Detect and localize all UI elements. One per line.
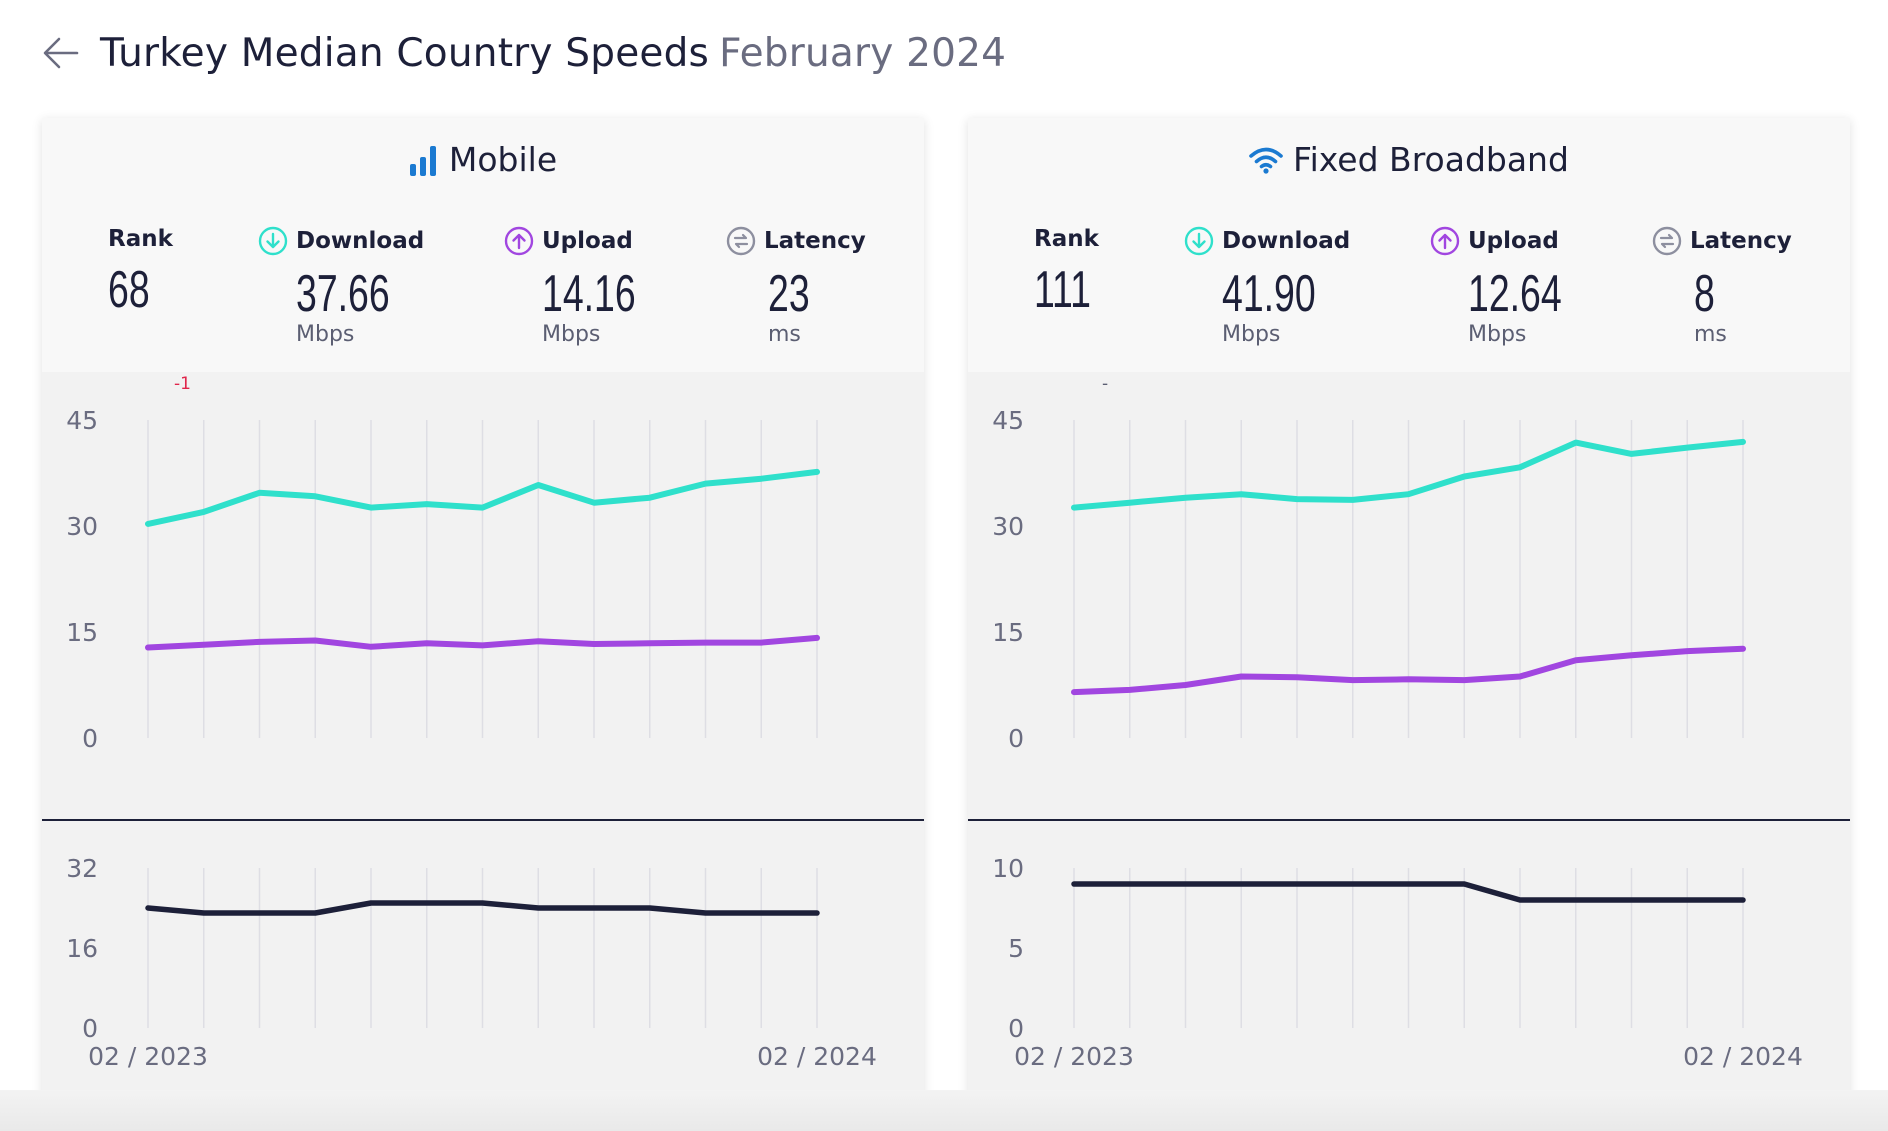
rank-change: -1: [174, 374, 191, 394]
latency-y-tick-label: 0: [82, 1014, 98, 1043]
wifi-icon: [1249, 147, 1283, 174]
latency-y-tick-label: 5: [1008, 934, 1024, 963]
mobile-panel-header: Mobile Rank 68 -1 Download 37.66 Mbps: [42, 118, 924, 394]
upload-line: [145, 634, 820, 651]
latency-unit: ms: [768, 322, 801, 347]
upload-arrow-icon: [504, 226, 534, 256]
download-line: [1071, 438, 1746, 511]
mobile-stats: Rank 68 -1 Download 37.66 Mbps: [42, 226, 924, 394]
latency-label: Latency: [1690, 228, 1792, 254]
mobile-download-stat: Download 37.66 Mbps: [258, 226, 426, 347]
fixed-panel-header: Fixed Broadband Rank 111 - Download 41.9…: [968, 118, 1850, 394]
download-label: Download: [1222, 228, 1351, 254]
mobile-latency-stat: Latency 23 ms: [726, 226, 866, 347]
y-tick-label: 0: [1008, 724, 1024, 753]
latency-icon: [1652, 226, 1682, 256]
back-arrow-icon[interactable]: [40, 32, 82, 74]
fixed-panel-title-text: Fixed Broadband: [1293, 140, 1569, 179]
fixed-broadband-chart: 0 15 30 45 0 5 10 02 / 2023 02 / 2024: [992, 406, 1803, 1071]
upload-header: Upload: [504, 226, 672, 256]
upload-line: [1071, 645, 1746, 696]
upload-unit: Mbps: [542, 322, 601, 347]
page-header: Turkey Median Country Speeds February 202…: [40, 28, 1006, 78]
page-title-date: February 2024: [719, 30, 1007, 76]
latency-y-tick-label: 10: [992, 854, 1024, 883]
download-line: [145, 468, 820, 527]
download-value: 37.66: [296, 265, 390, 323]
fixed-upload-stat: Upload 12.64 Mbps: [1430, 226, 1598, 347]
y-tick-label: 30: [66, 512, 98, 541]
upload-label: Upload: [542, 228, 633, 254]
x-end-label: 02 / 2024: [757, 1042, 877, 1071]
y-tick-label: 30: [992, 512, 1024, 541]
mobile-rank-stat: Rank 68: [108, 226, 173, 316]
latency-label: Latency: [764, 228, 866, 254]
download-header: Download: [1184, 226, 1352, 256]
page-title: Turkey Median Country Speeds February 202…: [100, 31, 1006, 76]
latency-line: [145, 900, 820, 916]
latency-y-tick-label: 0: [1008, 1014, 1024, 1043]
upload-label: Upload: [1468, 228, 1559, 254]
download-arrow-icon: [258, 226, 288, 256]
latency-y-tick-label: 32: [66, 854, 98, 883]
latency-y-tick-label: 16: [66, 934, 98, 963]
download-unit: Mbps: [1222, 322, 1281, 347]
page-title-country: Turkey Median Country Speeds: [100, 30, 710, 76]
y-tick-label: 0: [82, 724, 98, 753]
fixed-broadband-panel: Fixed Broadband Rank 111 - Download 41.9…: [968, 118, 1850, 1108]
download-unit: Mbps: [296, 322, 355, 347]
y-tick-label: 45: [992, 406, 1024, 435]
mobile-chart: 0 15 30 45 0 16 32 02 / 2023 02 / 2024: [66, 406, 877, 1071]
mobile-panel-title-text: Mobile: [448, 140, 558, 179]
mobile-panel-title: Mobile: [42, 140, 924, 179]
fixed-rank-stat: Rank 111: [1034, 226, 1113, 316]
download-label: Download: [296, 228, 425, 254]
latency-header: Latency: [726, 226, 866, 256]
upload-unit: Mbps: [1468, 322, 1527, 347]
y-tick-label: 15: [992, 618, 1024, 647]
upload-arrow-icon: [1430, 226, 1460, 256]
latency-unit: ms: [1694, 322, 1727, 347]
chart-divider: [42, 819, 924, 821]
page-bottom-edge: [0, 1090, 1888, 1131]
y-tick-label: 15: [66, 618, 98, 647]
download-arrow-icon: [1184, 226, 1214, 256]
x-end-label: 02 / 2024: [1683, 1042, 1803, 1071]
rank-value: 111: [1034, 261, 1091, 319]
rank-label: Rank: [1034, 226, 1099, 252]
upload-value: 14.16: [542, 265, 636, 323]
latency-line: [1071, 881, 1746, 903]
y-tick-label: 45: [66, 406, 98, 435]
upload-value: 12.64: [1468, 265, 1562, 323]
fixed-latency-stat: Latency 8 ms: [1652, 226, 1792, 347]
mobile-upload-stat: Upload 14.16 Mbps: [504, 226, 672, 347]
fixed-download-stat: Download 41.90 Mbps: [1184, 226, 1352, 347]
signal-bars-icon: [409, 145, 436, 176]
x-start-label: 02 / 2023: [88, 1042, 208, 1071]
fixed-panel-title: Fixed Broadband: [968, 140, 1850, 179]
rank-change: -: [1102, 374, 1109, 394]
chart-divider: [968, 819, 1850, 821]
fixed-stats: Rank 111 - Download 41.90 Mbps: [968, 226, 1850, 394]
x-start-label: 02 / 2023: [1014, 1042, 1134, 1071]
rank-label: Rank: [108, 226, 173, 252]
rank-value: 68: [108, 261, 150, 319]
latency-icon: [726, 226, 756, 256]
latency-value: 8: [1694, 265, 1715, 323]
upload-header: Upload: [1430, 226, 1598, 256]
download-value: 41.90: [1222, 265, 1316, 323]
download-header: Download: [258, 226, 426, 256]
mobile-panel: Mobile Rank 68 -1 Download 37.66 Mbps: [42, 118, 924, 1108]
latency-value: 23: [768, 265, 810, 323]
latency-header: Latency: [1652, 226, 1792, 256]
